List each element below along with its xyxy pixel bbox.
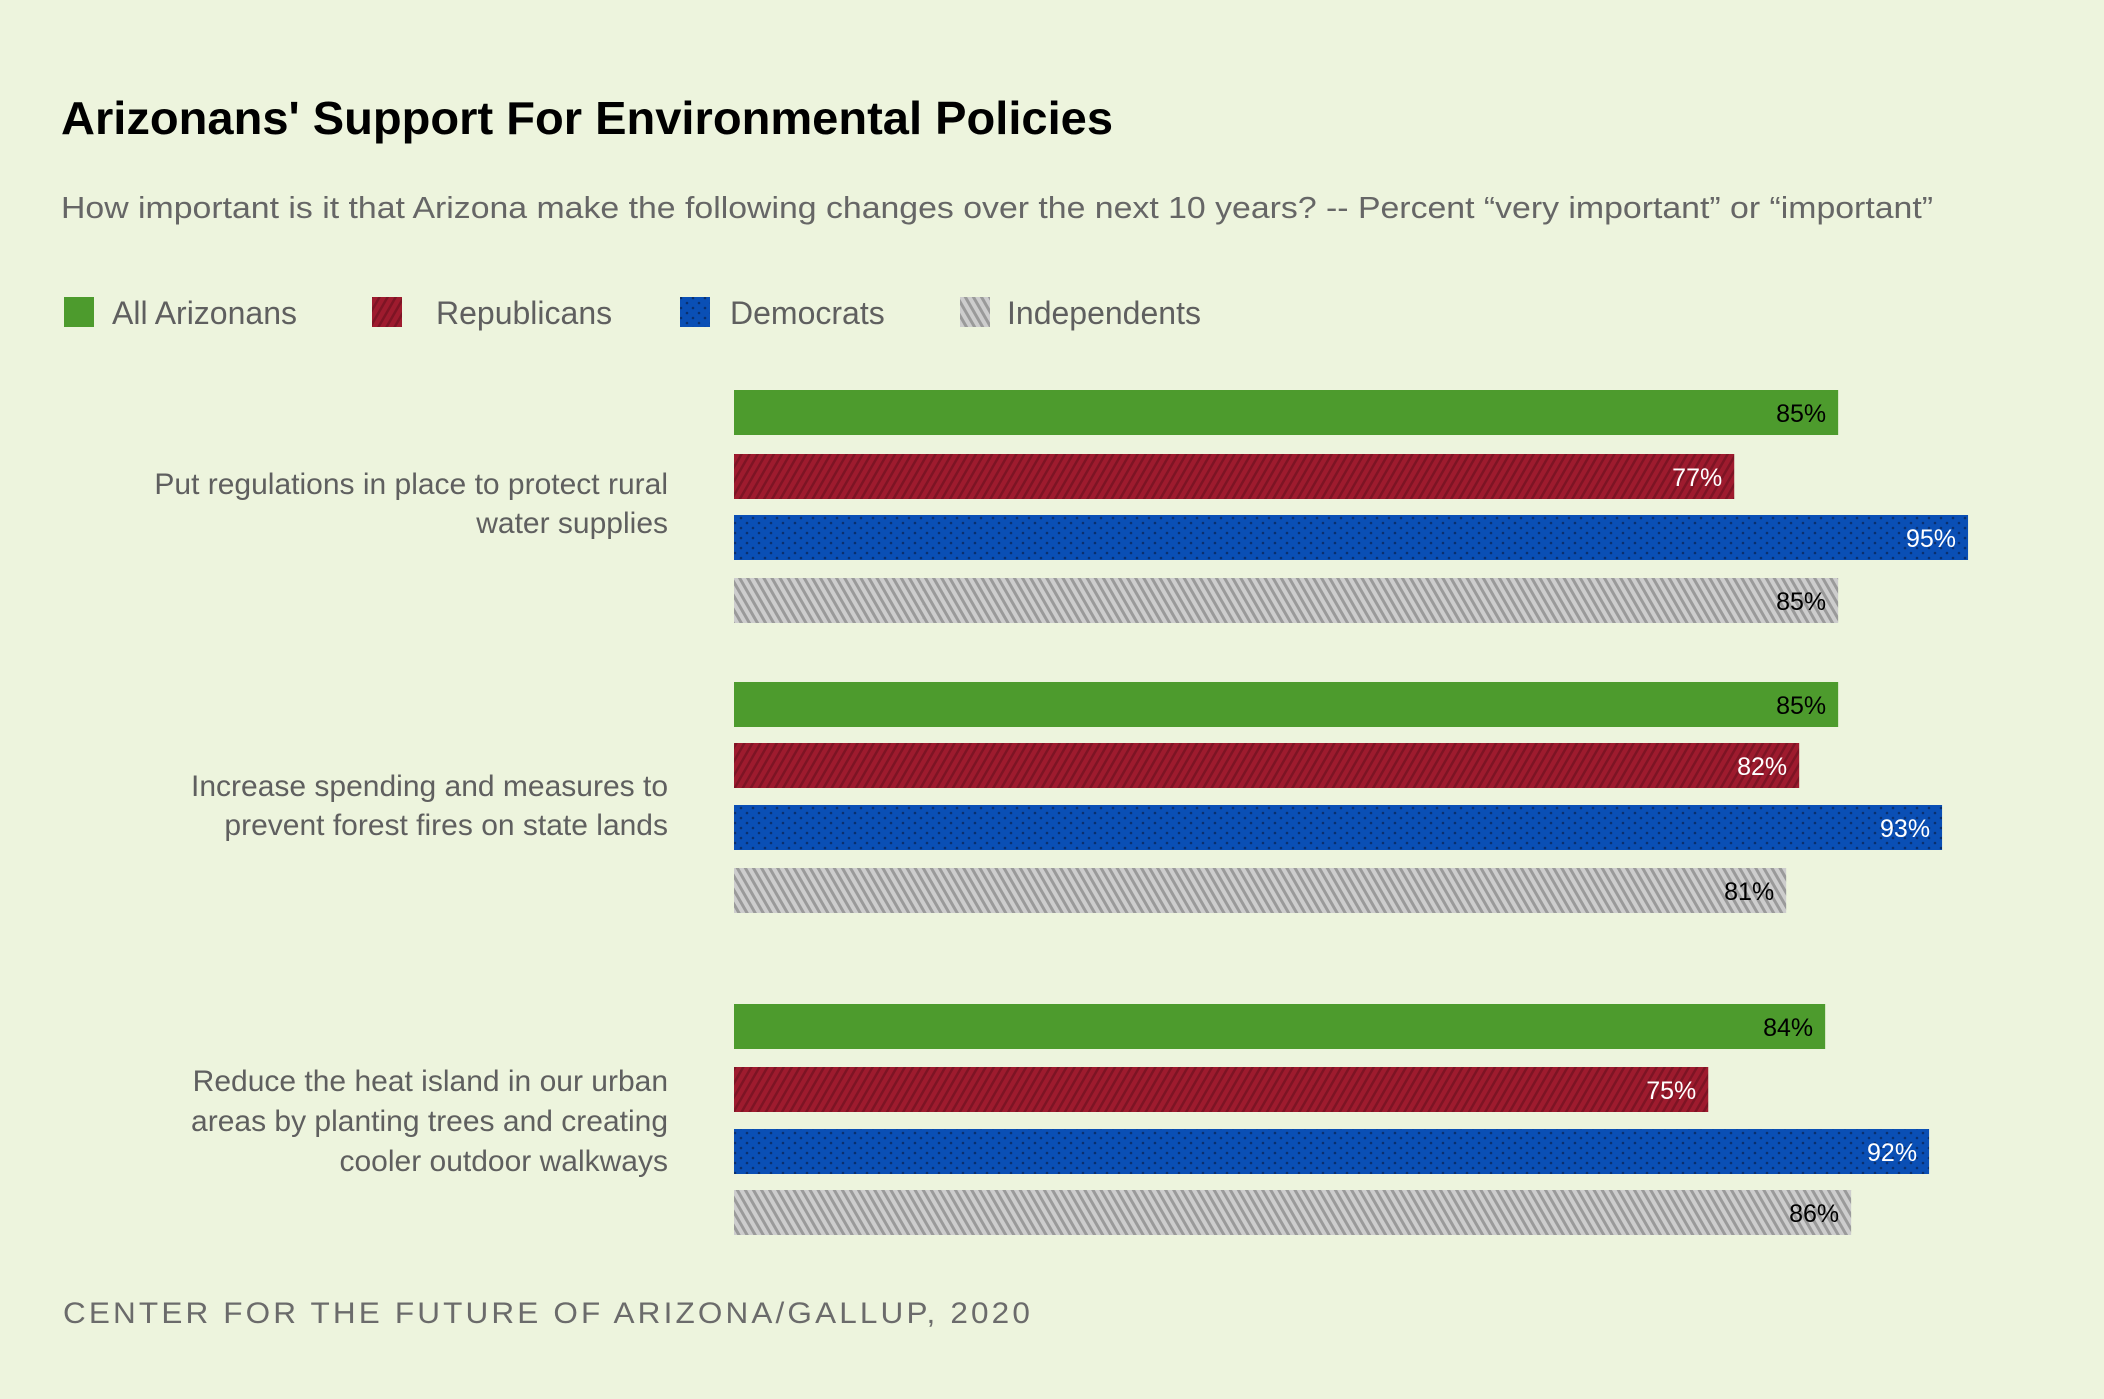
bar-all-arizonans bbox=[734, 1004, 1826, 1049]
bar-value-label: 85% bbox=[1776, 588, 1826, 616]
category-label: water supplies bbox=[475, 507, 668, 540]
category-label: prevent forest fires on state lands bbox=[224, 809, 668, 842]
bar-value-label: 75% bbox=[1646, 1077, 1696, 1105]
bar-democrats bbox=[734, 515, 1969, 560]
source-note: CENTER FOR THE FUTURE OF ARIZONA/GALLUP,… bbox=[63, 1297, 1033, 1330]
bar-value-label: 85% bbox=[1776, 692, 1826, 720]
bar-republicans bbox=[734, 1067, 1709, 1112]
legend-swatch-democrats bbox=[680, 297, 710, 327]
bar-value-label: 93% bbox=[1880, 815, 1930, 843]
bar-independents bbox=[734, 868, 1787, 913]
bar-independents bbox=[734, 578, 1839, 623]
legend-label-all-arizonans: All Arizonans bbox=[112, 295, 297, 331]
chart-title: Arizonans' Support For Environmental Pol… bbox=[61, 92, 1113, 144]
bar-democrats bbox=[734, 805, 1943, 850]
bar-value-label: 86% bbox=[1789, 1200, 1839, 1228]
legend-label-democrats: Democrats bbox=[730, 295, 885, 331]
legend-swatch-all-arizonans bbox=[64, 297, 94, 327]
bar-democrats bbox=[734, 1129, 1930, 1174]
bars: 85% 77% 95% 85% 85% 82% 93% 81% 84% 75% 92% 86% bbox=[734, 390, 1969, 1235]
legend-swatch-republicans bbox=[372, 297, 402, 327]
category-labels: Put regulations in place to protect rura… bbox=[154, 468, 668, 1178]
category-label: areas by planting trees and creating bbox=[191, 1105, 668, 1138]
legend: All Arizonans Republicans Democrats Indepen… bbox=[64, 295, 1201, 331]
category-label: Reduce the heat island in our urban bbox=[193, 1065, 668, 1098]
bar-value-label: 81% bbox=[1724, 878, 1774, 906]
legend-label-republicans: Republicans bbox=[436, 295, 612, 331]
bar-all-arizonans bbox=[734, 390, 1839, 435]
category-label: cooler outdoor walkways bbox=[340, 1145, 669, 1178]
chart-subtitle: How important is it that Arizona make th… bbox=[61, 190, 1933, 225]
bar-independents bbox=[734, 1190, 1852, 1235]
bar-all-arizonans bbox=[734, 682, 1839, 727]
legend-label-independents: Independents bbox=[1007, 295, 1201, 331]
bar-value-label: 85% bbox=[1776, 400, 1826, 428]
category-label: Put regulations in place to protect rura… bbox=[154, 468, 668, 501]
legend-swatch-independents bbox=[960, 297, 990, 327]
bar-republicans bbox=[734, 454, 1735, 499]
bar-value-label: 92% bbox=[1867, 1139, 1917, 1167]
bar-value-label: 77% bbox=[1672, 464, 1722, 492]
bar-value-label: 95% bbox=[1906, 525, 1956, 553]
category-label: Increase spending and measures to bbox=[191, 770, 668, 803]
bar-republicans bbox=[734, 743, 1800, 788]
bar-value-label: 82% bbox=[1737, 753, 1787, 781]
bar-value-label: 84% bbox=[1763, 1014, 1813, 1042]
